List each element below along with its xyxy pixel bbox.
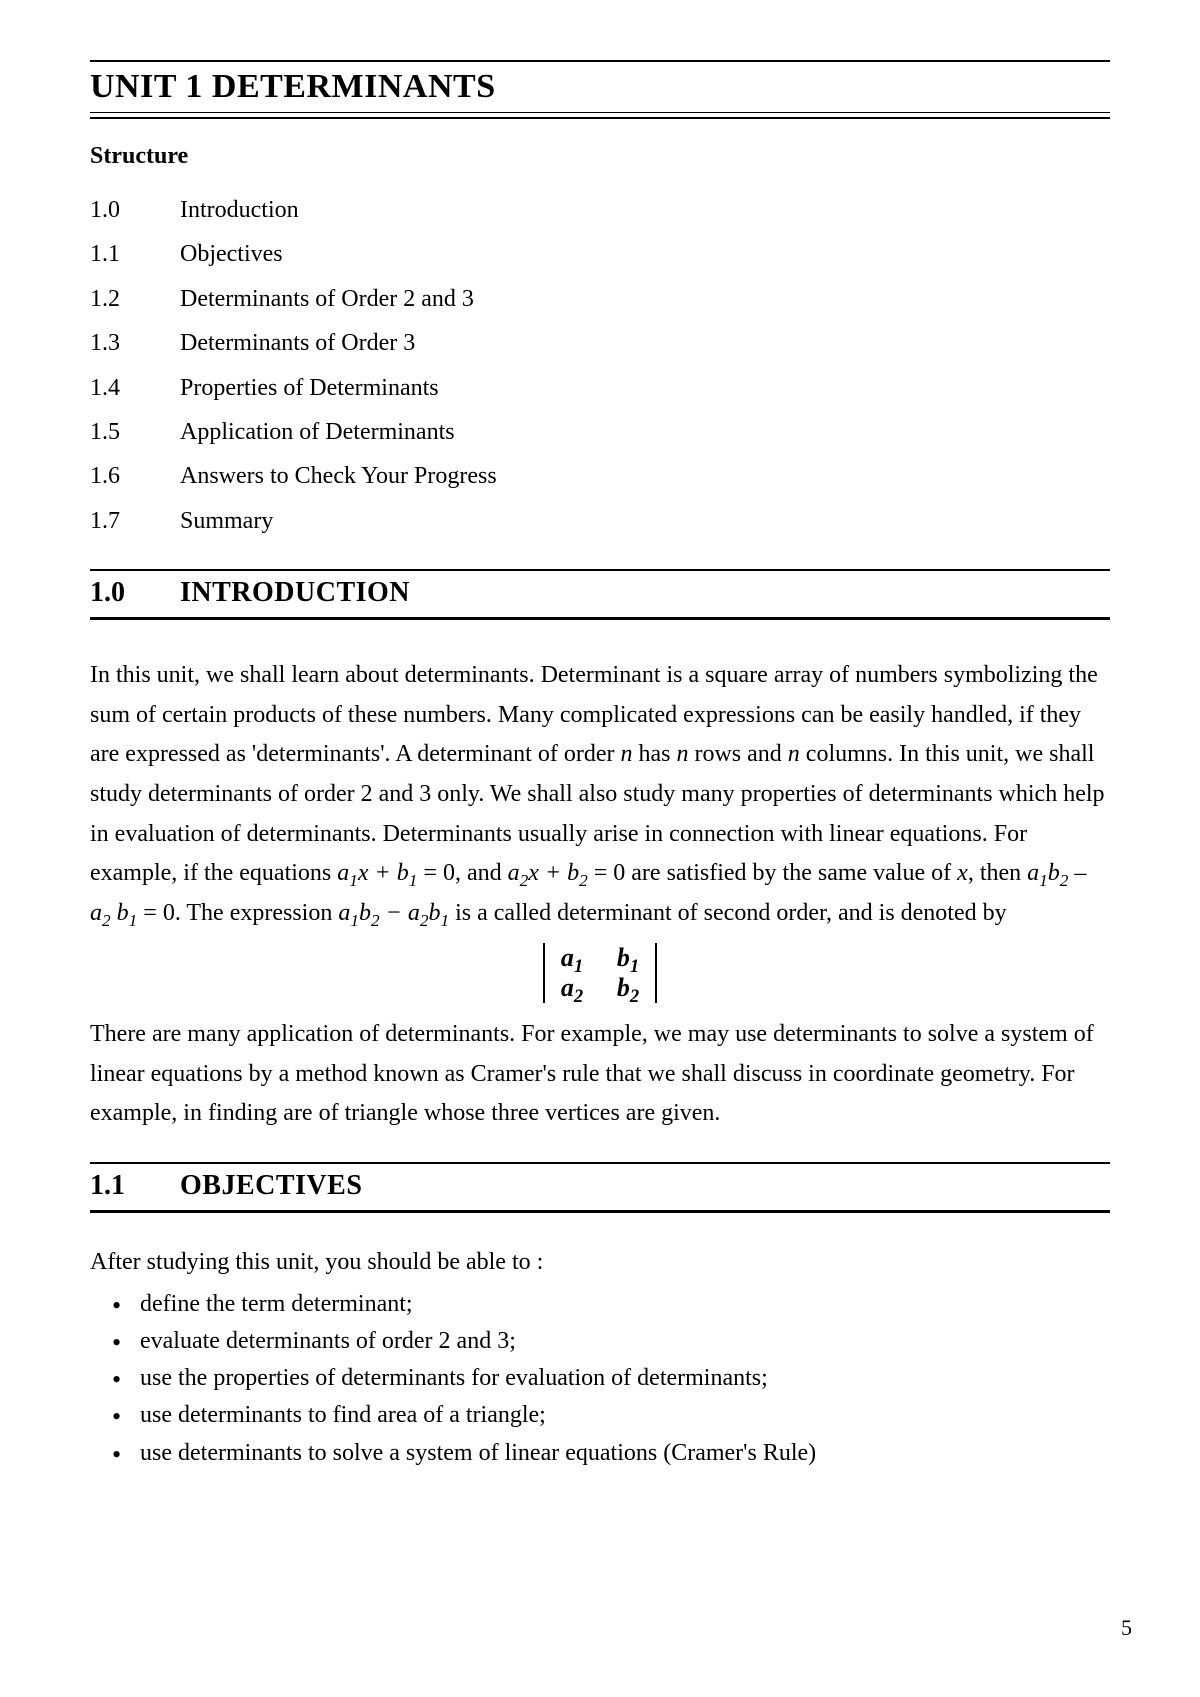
var-n: n (788, 741, 800, 767)
toc-label: Determinants of Order 2 and 3 (180, 277, 474, 321)
matrix-row: a2 b2 (555, 973, 645, 1003)
matrix-cell: b1 (611, 943, 645, 973)
expr: a1b2 − a2b1 (338, 900, 449, 926)
toc-num: 1.7 (90, 499, 180, 543)
determinant-display: a1 b1 a2 b2 (90, 941, 1110, 1005)
section-number: 1.0 (90, 577, 180, 609)
expr: a1x + b1 (337, 860, 417, 886)
structure-heading: Structure (90, 143, 1110, 170)
toc-label: Properties of Determinants (180, 366, 439, 410)
objective-item: use determinants to solve a system of li… (118, 1435, 1110, 1472)
section-title: INTRODUCTION (180, 577, 410, 609)
toc-num: 1.2 (90, 277, 180, 321)
toc-num: 1.6 (90, 454, 180, 498)
objectives-intro: After studying this unit, you should be … (90, 1249, 1110, 1276)
section-number: 1.1 (90, 1170, 180, 1202)
objective-item: define the term determinant; (118, 1286, 1110, 1323)
toc-item: 1.6 Answers to Check Your Progress (90, 454, 1110, 498)
expr: a2x + b2 (508, 860, 588, 886)
toc-num: 1.3 (90, 321, 180, 365)
toc-list: 1.0 Introduction 1.1 Objectives 1.2 Dete… (90, 188, 1110, 543)
intro-paragraph-2: There are many application of determinan… (90, 1015, 1110, 1134)
objective-item: evaluate determinants of order 2 and 3; (118, 1323, 1110, 1360)
text-fragment: = 0. The expression (137, 900, 338, 926)
unit-title: UNIT 1 DETERMINANTS (90, 68, 1110, 106)
var-n: n (676, 741, 688, 767)
determinant-matrix: a1 b1 a2 b2 (543, 941, 657, 1005)
toc-label: Introduction (180, 188, 299, 232)
toc-num: 1.4 (90, 366, 180, 410)
section-title: OBJECTIVES (180, 1170, 362, 1202)
toc-item: 1.3 Determinants of Order 3 (90, 321, 1110, 365)
toc-num: 1.1 (90, 232, 180, 276)
matrix-cell: a1 (555, 943, 589, 973)
toc-label: Answers to Check Your Progress (180, 454, 497, 498)
toc-item: 1.2 Determinants of Order 2 and 3 (90, 277, 1110, 321)
toc-num: 1.5 (90, 410, 180, 454)
matrix-cell: b2 (611, 973, 645, 1003)
toc-label: Application of Determinants (180, 410, 455, 454)
section-heading-inner: 1.0 INTRODUCTION (90, 571, 1110, 619)
objectives-list: define the term determinant; evaluate de… (90, 1286, 1110, 1472)
matrix-cell: a2 (555, 973, 589, 1003)
page: UNIT 1 DETERMINANTS Structure 1.0 Introd… (0, 0, 1200, 1697)
toc-label: Determinants of Order 3 (180, 321, 415, 365)
toc-item: 1.4 Properties of Determinants (90, 366, 1110, 410)
toc-item: 1.0 Introduction (90, 188, 1110, 232)
toc-item: 1.5 Application of Determinants (90, 410, 1110, 454)
toc-num: 1.0 (90, 188, 180, 232)
section-heading-inner: 1.1 OBJECTIVES (90, 1164, 1110, 1212)
section-heading-rule: 1.1 OBJECTIVES (90, 1162, 1110, 1213)
objective-item: use the properties of determinants for e… (118, 1360, 1110, 1397)
text-fragment: , then (968, 860, 1027, 886)
toc-item: 1.1 Objectives (90, 232, 1110, 276)
unit-title-inner-rule: UNIT 1 DETERMINANTS (90, 68, 1110, 113)
intro-paragraph-1: In this unit, we shall learn about deter… (90, 656, 1110, 933)
var-x: x (957, 860, 968, 886)
objective-item: use determinants to find area of a trian… (118, 1397, 1110, 1434)
section-heading-rule: 1.0 INTRODUCTION (90, 569, 1110, 620)
toc-item: 1.7 Summary (90, 499, 1110, 543)
text-fragment: rows and (688, 741, 787, 767)
text-fragment: = 0 are satisfied by the same value of (588, 860, 957, 886)
text-fragment: = 0, and (417, 860, 507, 886)
page-number: 5 (1121, 1615, 1132, 1641)
text-fragment: has (632, 741, 676, 767)
var-n: n (620, 741, 632, 767)
toc-label: Objectives (180, 232, 283, 276)
unit-title-rule: UNIT 1 DETERMINANTS (90, 60, 1110, 119)
text-fragment: is a called determinant of second order,… (449, 900, 1007, 926)
matrix-row: a1 b1 (555, 943, 645, 973)
toc-label: Summary (180, 499, 273, 543)
